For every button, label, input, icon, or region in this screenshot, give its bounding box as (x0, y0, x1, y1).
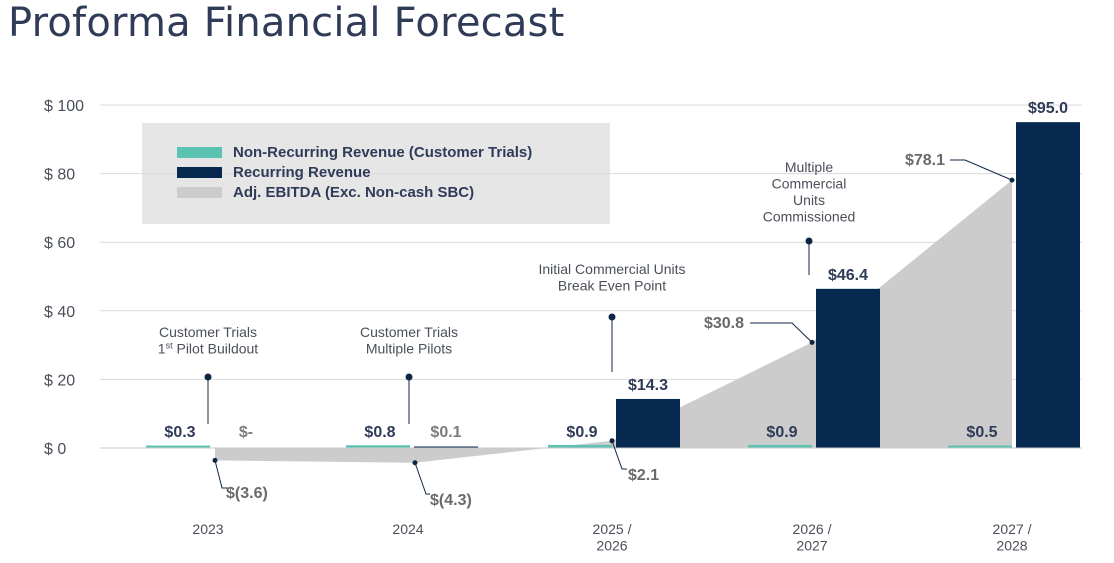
ebitda-point (412, 460, 418, 466)
y-tick-label: $ 0 (44, 441, 66, 458)
recurring-bar (816, 288, 880, 448)
nonrecurring-value-label: $0.9 (766, 424, 797, 441)
x-tick-label: 2026 (596, 538, 627, 554)
ebitda-callout-line (750, 322, 813, 343)
legend-label: Adj. EBITDA (Exc. Non-cash SBC) (233, 184, 474, 201)
y-tick-label: $ 60 (44, 235, 75, 252)
x-tick-label: 2027 / (993, 521, 1032, 537)
recurring-bar (1016, 122, 1080, 449)
milestone-annotation-line: Commercial (772, 176, 847, 192)
ebitda-area-layer (215, 180, 1012, 463)
nonrecurring-value-label: $0.8 (364, 424, 395, 441)
ebitda-callout-line (214, 460, 230, 489)
x-tick-label: 2025 / (593, 521, 632, 537)
legend-swatch (177, 147, 222, 158)
ebitda-callout-line (414, 462, 430, 495)
ebitda-value-label: $30.8 (704, 315, 744, 332)
recurring-value-label: $14.3 (628, 377, 668, 394)
ebitda-value-label: $2.1 (628, 467, 659, 484)
legend-label: Non-Recurring Revenue (Customer Trials) (233, 144, 532, 161)
ebitda-area (215, 180, 1012, 463)
ebitda-callout-line (611, 440, 627, 470)
page-title: Proforma Financial Forecast (8, 0, 565, 46)
milestone-annotation-line: Multiple Pilots (366, 341, 452, 357)
ebitda-point (609, 438, 615, 444)
legend-swatch (177, 187, 222, 198)
recurring-value-label: $46.4 (828, 267, 868, 284)
nonrecurring-value-label: $0.9 (566, 424, 597, 441)
x-tick-label: 2028 (996, 538, 1027, 554)
ebitda-value-label: $(3.6) (226, 485, 268, 502)
recurring-value-label: $95.0 (1028, 100, 1068, 117)
data-labels: $0.3 $0.8 $0.9 $0.9 $0.5 $- $0.1 $14.3 $46.4 $95.… (164, 100, 1068, 509)
milestone-annotation-line: Commissioned (763, 209, 856, 225)
milestone-annotation-line: Customer Trials (360, 324, 458, 340)
milestone-annotation-line: 1st Pilot Buildout (158, 341, 259, 357)
ebitda-point (1009, 177, 1015, 183)
ebitda-point (809, 339, 815, 345)
milestone-annotation-line: Initial Commercial Units (538, 261, 685, 277)
legend-swatch (177, 167, 222, 178)
legend: Non-Recurring Revenue (Customer Trials) R… (177, 144, 532, 201)
recurring-value-label: $- (239, 424, 253, 441)
x-axis: 2023 2024 2025 /2026 2026 /2027 2027 /2028 (192, 521, 1031, 554)
y-tick-label: $ 20 (44, 372, 75, 389)
y-tick-label: $ 100 (44, 98, 84, 115)
y-axis: $ 0 $ 20 $ 40 $ 60 $ 80 $ 100 (44, 98, 84, 458)
ebitda-value-label: $(4.3) (430, 492, 472, 509)
legend-label: Recurring Revenue (233, 164, 371, 181)
recurring-bar (414, 446, 478, 448)
recurring-bar (616, 398, 680, 448)
milestone-annotation-line: Units (793, 192, 825, 208)
nonrecurring-value-label: $0.3 (164, 424, 195, 441)
bars (146, 122, 1080, 449)
y-tick-label: $ 80 (44, 167, 75, 184)
ebitda-value-label: $78.1 (905, 152, 945, 169)
nonrecurring-bar (948, 445, 1012, 448)
x-tick-label: 2027 (796, 538, 827, 554)
ebitda-point (212, 457, 218, 463)
x-tick-label: 2024 (392, 521, 423, 537)
x-tick-label: 2026 / (793, 521, 832, 537)
recurring-value-label: $0.1 (430, 424, 461, 441)
nonrecurring-bar (748, 444, 812, 448)
milestone-annotation-line: Customer Trials (159, 324, 257, 340)
milestone-annotation-line: Break Even Point (558, 278, 666, 294)
nonrecurring-bar (548, 444, 612, 448)
nonrecurring-bar (346, 445, 410, 448)
milestone-annotation-line: Multiple (785, 159, 833, 175)
ebitda-callout-line (950, 159, 1013, 181)
x-tick-label: 2023 (192, 521, 223, 537)
nonrecurring-value-label: $0.5 (966, 424, 997, 441)
nonrecurring-bar (146, 445, 210, 448)
y-tick-label: $ 40 (44, 304, 75, 321)
